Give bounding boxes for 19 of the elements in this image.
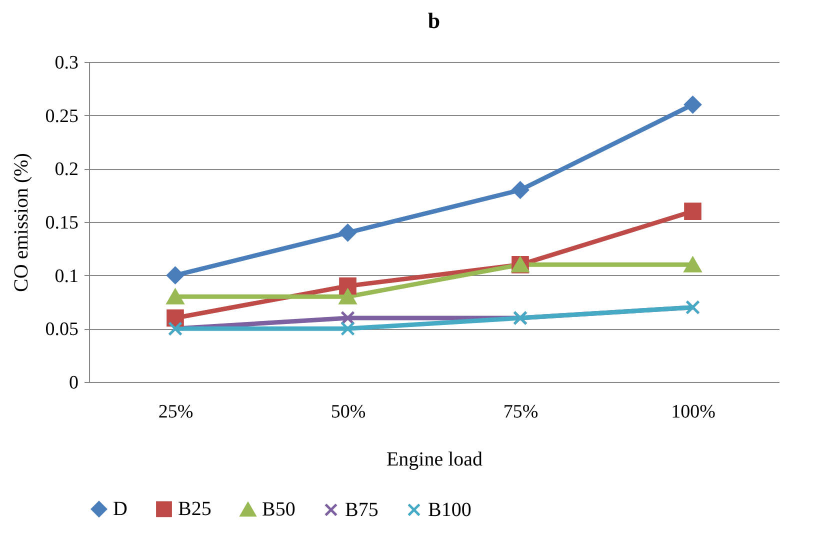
y-tick-label: 0.05 xyxy=(45,319,78,340)
x-tick-label: 100% xyxy=(671,402,716,422)
x-axis-title: Engine load xyxy=(386,448,483,470)
legend-label: B25 xyxy=(178,498,212,520)
y-tick-label: 0 xyxy=(69,372,78,394)
legend-label: B100 xyxy=(428,498,472,521)
chart-title: b xyxy=(428,8,440,33)
x-tick-label: 25% xyxy=(158,402,194,422)
y-tick-label: 0.2 xyxy=(54,159,78,180)
y-tick-label: 0.1 xyxy=(54,266,78,287)
y-axis-title: CO emission (%) xyxy=(10,153,32,292)
x-tick-label: 75% xyxy=(503,402,538,422)
legend-label: B50 xyxy=(262,498,296,521)
y-tick-label: 0.25 xyxy=(45,106,78,127)
y-tick-label: 0.3 xyxy=(54,52,78,74)
legend-label: B75 xyxy=(345,498,378,521)
x-tick-label: 50% xyxy=(330,402,366,422)
legend-label: D xyxy=(113,498,128,520)
y-tick-label: 0.15 xyxy=(45,212,78,234)
